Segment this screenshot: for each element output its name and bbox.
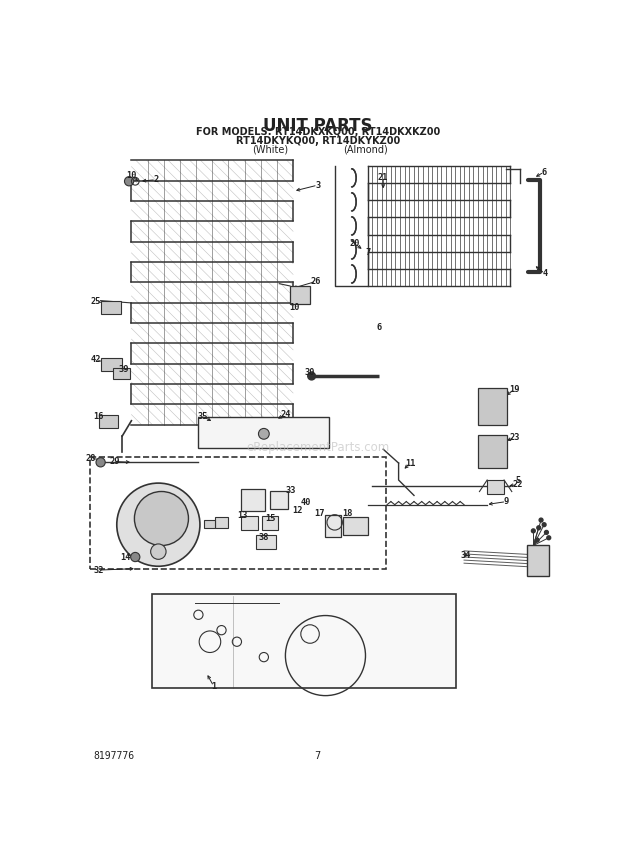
Bar — [343, 517, 368, 536]
Text: 11: 11 — [405, 459, 415, 467]
Text: 18: 18 — [342, 509, 352, 519]
Text: 23: 23 — [510, 433, 520, 443]
Text: UNIT PARTS: UNIT PARTS — [263, 116, 373, 134]
Text: 34: 34 — [460, 551, 471, 560]
Bar — [326, 515, 341, 537]
Text: 2: 2 — [153, 175, 159, 184]
Text: (White): (White) — [252, 145, 288, 154]
Text: 15: 15 — [265, 514, 275, 523]
Text: 5: 5 — [515, 476, 521, 484]
Bar — [241, 516, 258, 530]
Text: 26: 26 — [311, 276, 321, 286]
Text: 20: 20 — [350, 239, 360, 248]
Circle shape — [308, 372, 316, 380]
Bar — [100, 359, 122, 371]
Circle shape — [539, 518, 543, 522]
Text: 4: 4 — [542, 269, 547, 278]
Circle shape — [117, 483, 200, 567]
Bar — [100, 300, 121, 314]
Text: 42: 42 — [91, 355, 101, 365]
Text: 40: 40 — [300, 498, 311, 507]
Text: 6: 6 — [541, 168, 547, 176]
Circle shape — [544, 531, 548, 534]
Bar — [198, 417, 329, 448]
Text: 10: 10 — [126, 171, 136, 181]
Text: 25: 25 — [91, 297, 101, 306]
Circle shape — [259, 429, 269, 439]
Text: RT14DKYKQ00, RT14DKYKZ00: RT14DKYKQ00, RT14DKYKZ00 — [236, 136, 400, 146]
Circle shape — [547, 536, 551, 539]
Text: 9: 9 — [504, 497, 509, 506]
Text: 14: 14 — [120, 552, 130, 562]
Circle shape — [151, 544, 166, 559]
Circle shape — [135, 491, 188, 545]
Text: (Almond): (Almond) — [343, 145, 388, 154]
Circle shape — [531, 529, 535, 532]
Bar — [90, 457, 386, 568]
Text: 32: 32 — [93, 566, 104, 574]
Bar — [262, 516, 278, 530]
Bar — [478, 388, 507, 425]
Bar — [215, 517, 228, 528]
Bar — [527, 545, 549, 576]
Bar — [113, 368, 130, 379]
Text: 6: 6 — [377, 323, 382, 332]
Bar — [241, 490, 265, 511]
Bar — [270, 490, 288, 509]
Text: 22: 22 — [513, 480, 523, 489]
Text: 24: 24 — [280, 410, 291, 419]
Text: 17: 17 — [314, 509, 324, 519]
Text: 38: 38 — [259, 532, 269, 542]
Bar — [256, 536, 276, 550]
Bar — [152, 594, 456, 688]
Circle shape — [96, 458, 105, 467]
Circle shape — [542, 523, 546, 526]
Text: FOR MODELS: RT14DKXKQ00, RT14DKXKZ00: FOR MODELS: RT14DKXKQ00, RT14DKXKZ00 — [196, 128, 440, 137]
Circle shape — [131, 552, 140, 562]
Circle shape — [125, 176, 134, 186]
Text: 3: 3 — [315, 181, 321, 190]
Bar — [478, 436, 507, 467]
Text: 10: 10 — [290, 303, 300, 312]
Text: 30: 30 — [305, 368, 316, 377]
Text: 7: 7 — [365, 248, 370, 258]
Bar — [204, 520, 215, 528]
Bar — [99, 415, 118, 428]
Circle shape — [535, 538, 539, 542]
Circle shape — [537, 526, 541, 530]
Text: 12: 12 — [293, 506, 303, 515]
Text: 16: 16 — [93, 413, 104, 421]
Text: 29: 29 — [109, 457, 120, 466]
Text: 35: 35 — [197, 412, 208, 420]
Text: 39: 39 — [118, 366, 129, 374]
Text: 13: 13 — [237, 511, 247, 520]
Bar — [290, 286, 310, 305]
Text: 19: 19 — [510, 384, 520, 394]
Text: eReplacementParts.com: eReplacementParts.com — [246, 441, 389, 455]
Text: 21: 21 — [378, 173, 389, 182]
Text: 28: 28 — [86, 454, 96, 463]
Bar — [487, 480, 504, 494]
Text: 7: 7 — [314, 751, 321, 761]
Text: 1: 1 — [211, 682, 216, 691]
Text: 33: 33 — [286, 485, 296, 495]
Text: 8197776: 8197776 — [93, 751, 134, 761]
